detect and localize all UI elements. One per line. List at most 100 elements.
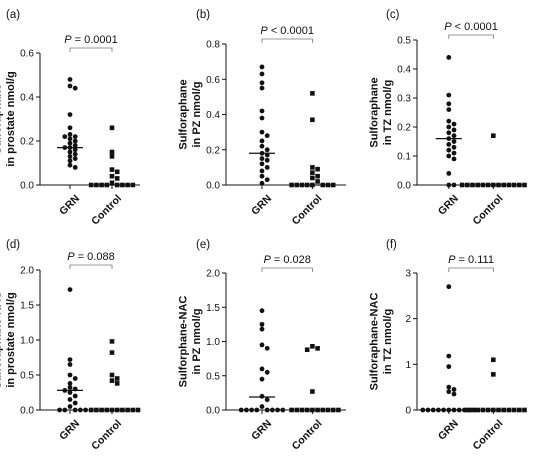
- data-point-control: [475, 182, 481, 188]
- data-point-grn: [67, 362, 73, 367]
- y-axis-title-line: in prostate nmol/g: [5, 71, 17, 166]
- data-point-grn: [72, 376, 78, 381]
- data-point-grn: [67, 132, 73, 137]
- y-tick-label: 1: [405, 360, 411, 371]
- panel-d: (d) Sulforaphane-NACin prostate nmol/g 0.0…: [0, 239, 141, 452]
- data-point-grn: [264, 345, 270, 351]
- p-value-label: P = 0.0001: [64, 34, 118, 46]
- data-point-grn: [67, 162, 73, 168]
- data-point-control: [315, 179, 320, 184]
- data-point-control: [315, 346, 320, 351]
- data-point-control: [130, 407, 136, 413]
- data-point-grn: [67, 390, 73, 395]
- data-point-control: [310, 165, 315, 170]
- y-tick-label: 0.3: [397, 94, 411, 105]
- data-point-control: [135, 407, 141, 413]
- y-tick-label: 2: [405, 314, 411, 325]
- data-point-grn: [451, 391, 457, 397]
- data-point-grn: [446, 92, 452, 98]
- x-category-label: Control: [89, 193, 124, 228]
- data-point-control: [94, 182, 99, 188]
- data-point-grn: [446, 182, 452, 188]
- p-symbol: P: [448, 254, 456, 266]
- data-point-grn: [264, 407, 270, 413]
- y-tick-label: 0.5: [20, 371, 34, 382]
- data-point-grn: [446, 353, 452, 359]
- data-point-grn: [451, 144, 457, 150]
- data-point-grn: [451, 182, 457, 188]
- data-point-control: [465, 407, 470, 413]
- data-point-grn: [259, 64, 265, 70]
- data-point-grn: [446, 389, 452, 395]
- data-point-grn: [446, 55, 452, 60]
- data-point-grn: [420, 407, 426, 413]
- y-tick-label: 1.5: [20, 301, 34, 312]
- x-category-label: Control: [471, 418, 506, 453]
- p-value-text: < 0.0001: [268, 25, 314, 37]
- data-point-grn: [72, 85, 78, 91]
- y-tick-label: 0.0: [20, 181, 34, 192]
- data-point-control: [310, 343, 315, 349]
- data-point-grn: [451, 133, 457, 139]
- data-point-control: [315, 166, 320, 172]
- data-point-grn: [67, 385, 73, 390]
- data-point-control: [491, 133, 496, 138]
- data-point-grn: [446, 284, 452, 290]
- p-symbol: P: [67, 251, 75, 263]
- data-point-control: [304, 347, 310, 353]
- data-point-grn: [83, 407, 88, 413]
- data-point-grn: [451, 121, 457, 127]
- data-point-grn: [72, 400, 78, 406]
- data-point-control: [88, 182, 94, 188]
- data-point-grn: [446, 153, 452, 159]
- significance-bracket: [448, 34, 494, 39]
- data-point-control: [310, 175, 315, 181]
- data-point-control: [459, 182, 465, 188]
- data-point-grn: [67, 83, 73, 89]
- data-point-control: [109, 350, 115, 355]
- x-category-label: GRN: [249, 418, 274, 443]
- y-tick-label: 0.8: [206, 40, 220, 51]
- y-axis-title-line: Sulforaphane: [369, 77, 381, 147]
- y-tick-label: 0.0: [397, 181, 411, 192]
- data-point-grn: [72, 165, 78, 170]
- data-point-grn: [62, 407, 68, 413]
- data-point-grn: [78, 407, 83, 413]
- data-point-grn: [451, 127, 457, 133]
- y-axis-title-line: in PZ nmol/g: [191, 309, 203, 375]
- data-point-grn: [67, 397, 73, 402]
- y-tick-label: 1.0: [20, 336, 34, 347]
- data-point-grn: [259, 173, 265, 179]
- data-point-grn: [67, 149, 73, 155]
- panel-label: (d): [6, 239, 20, 251]
- data-point-control: [522, 182, 527, 188]
- y-tick-label: 0.5: [397, 36, 411, 47]
- p-value-label: P = 0.028: [263, 254, 310, 266]
- data-point-grn: [72, 156, 78, 162]
- panel-label: (f): [386, 239, 397, 251]
- data-point-grn: [67, 77, 73, 82]
- data-point-grn: [259, 143, 265, 149]
- data-point-control: [310, 117, 315, 123]
- data-point-grn: [259, 308, 265, 314]
- data-point-grn: [259, 138, 265, 144]
- data-point-grn: [67, 154, 73, 159]
- data-point-grn: [259, 393, 265, 399]
- data-point-control: [289, 182, 294, 188]
- data-point-grn: [72, 393, 78, 399]
- data-point-control: [491, 372, 496, 377]
- data-point-control: [511, 182, 517, 188]
- data-point-grn: [259, 326, 265, 332]
- data-point-grn: [264, 369, 270, 375]
- data-point-grn: [259, 156, 265, 161]
- data-point-grn: [67, 158, 73, 164]
- data-point-grn: [57, 407, 62, 413]
- data-point-control: [511, 407, 517, 413]
- p-symbol: P: [263, 254, 271, 266]
- data-point-grn: [238, 407, 244, 413]
- p-symbol: P: [260, 25, 268, 37]
- y-tick-label: 0.4: [20, 93, 34, 104]
- y-tick-label: 0.4: [206, 110, 220, 121]
- data-point-grn: [264, 147, 270, 153]
